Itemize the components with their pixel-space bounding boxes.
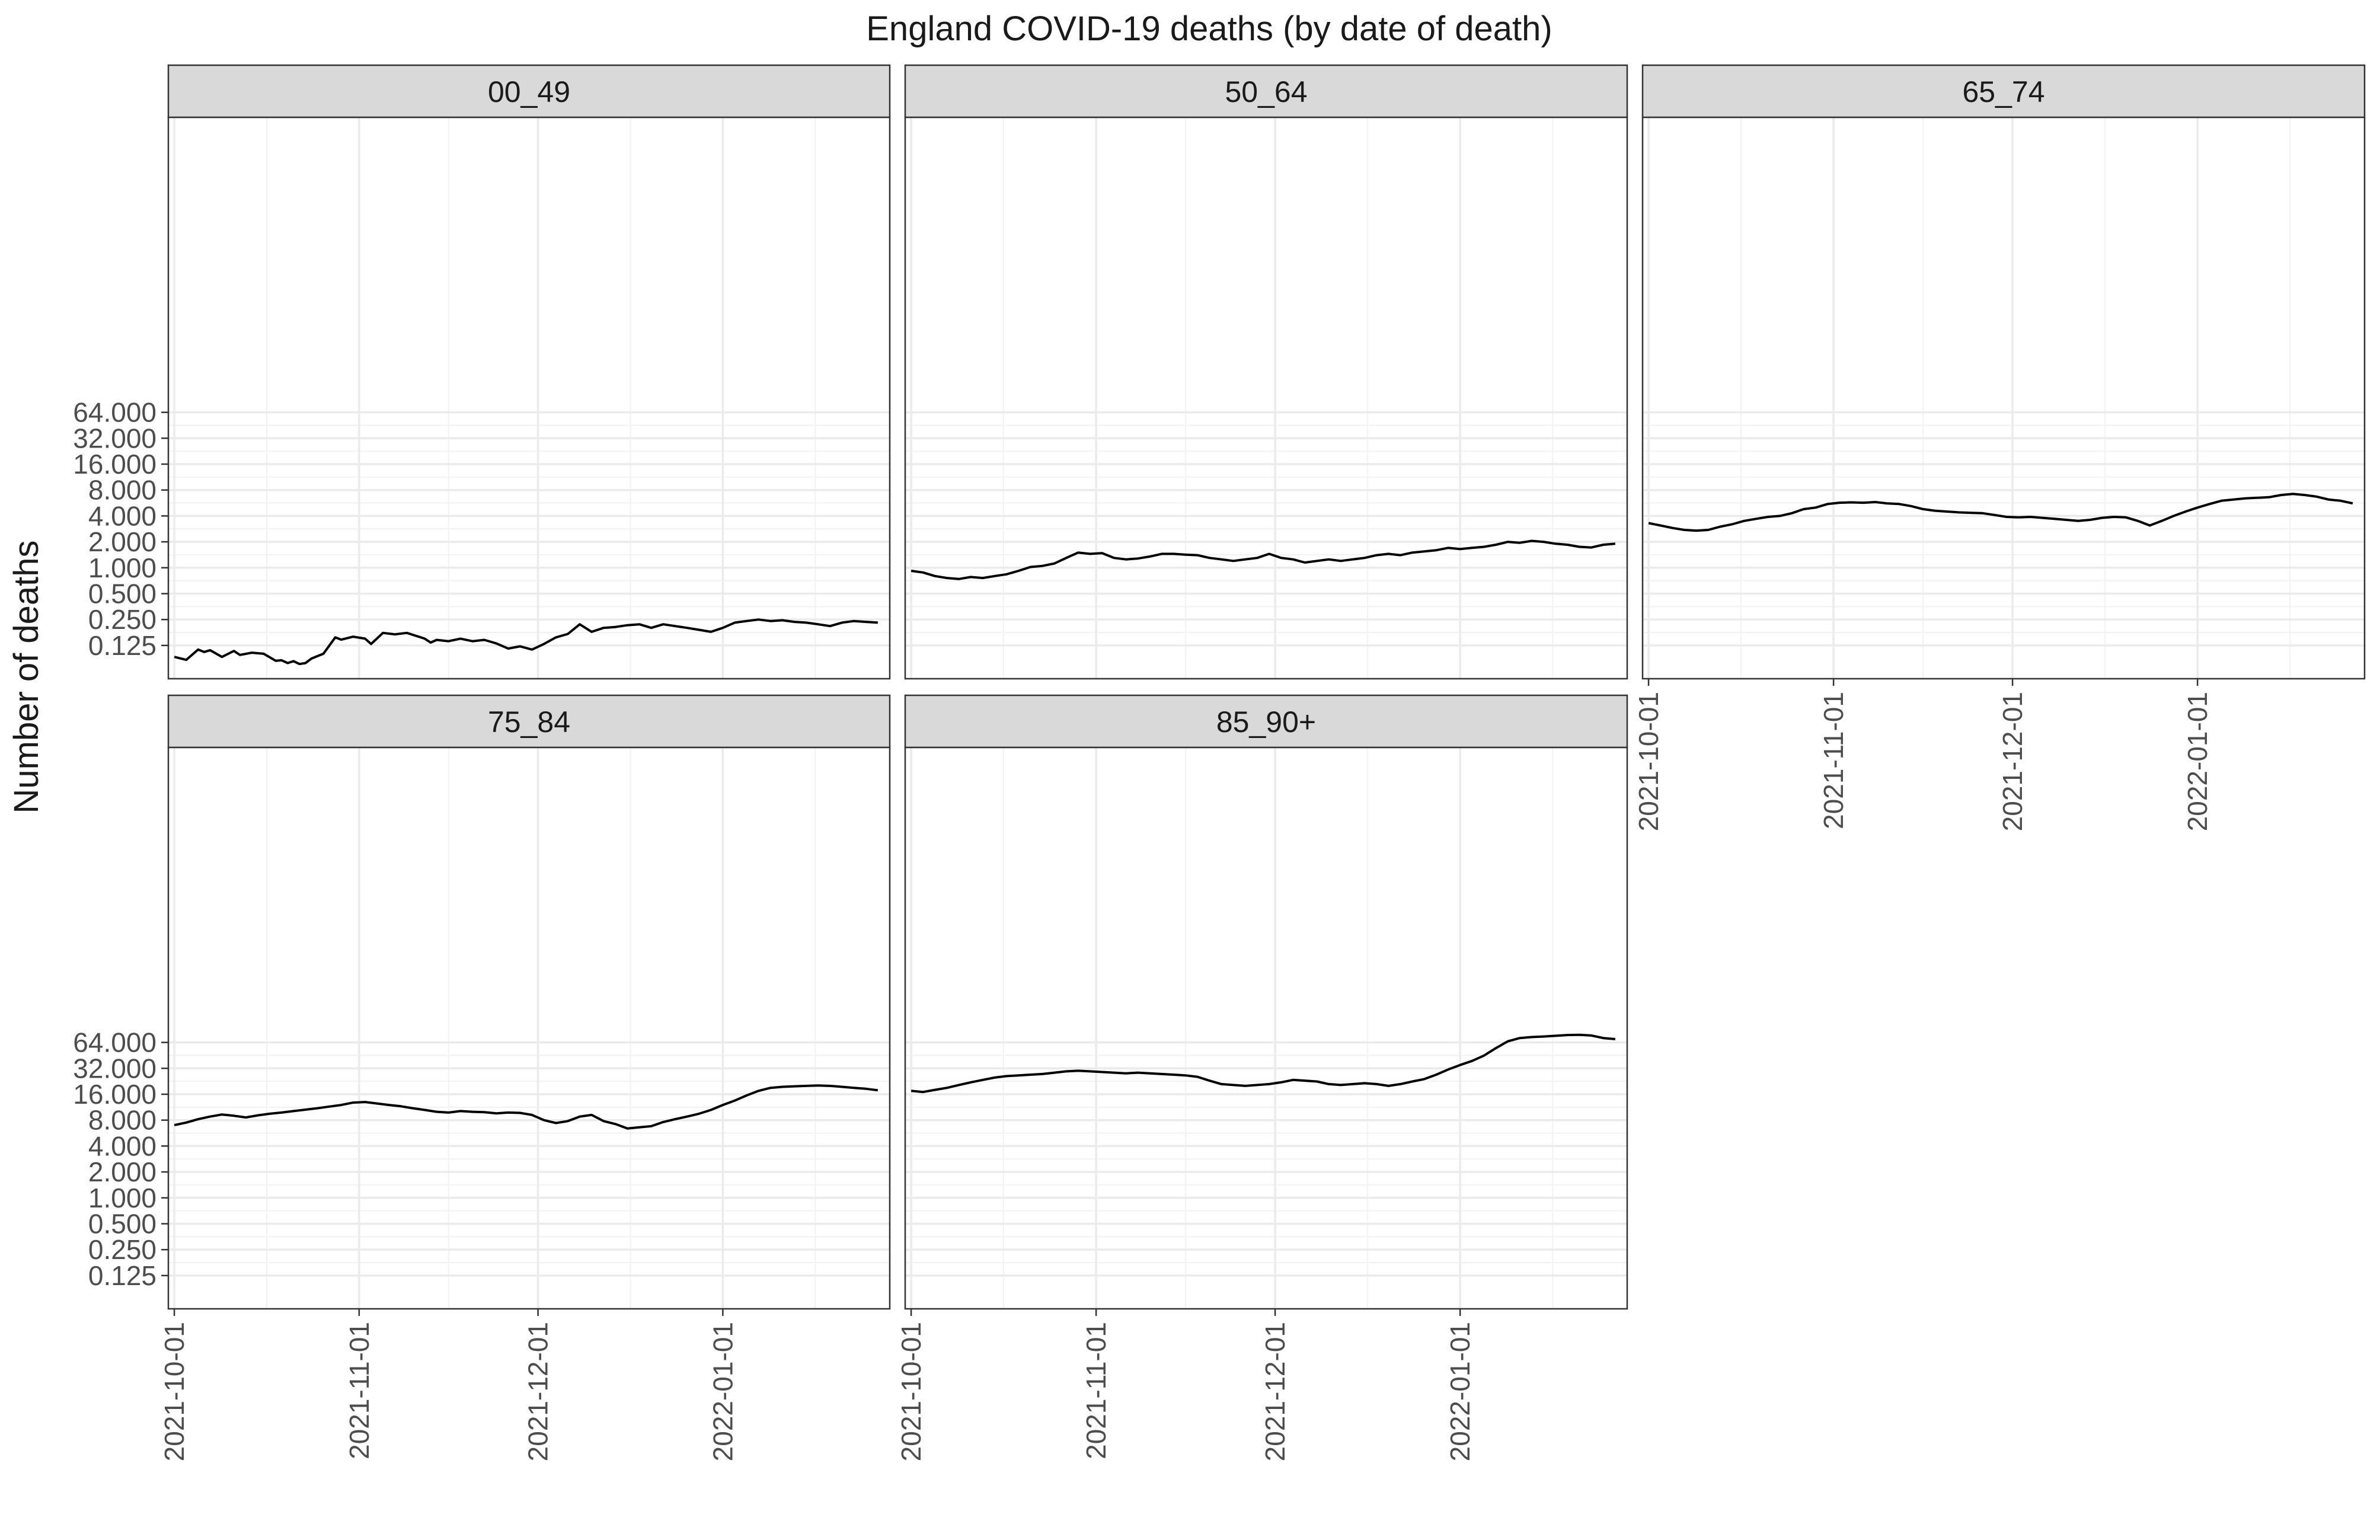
facet-panel: 85_90+ 2021-10-01 2021-11-01 2021-12-01 2022…	[896, 694, 1628, 1461]
y-tick-label: 32.000	[73, 1053, 156, 1084]
panel-border	[167, 116, 891, 680]
facet-strip-label: 50_64	[1225, 75, 1307, 108]
panel-background	[168, 117, 890, 679]
y-tick-label: 0.250	[88, 1234, 156, 1265]
x-tick-label: 2021-12-01	[523, 1322, 554, 1461]
y-tick-label: 0.500	[88, 1208, 156, 1239]
x-tick-label: 2021-12-01	[1997, 692, 2028, 831]
x-tick-label: 2021-11-01	[1081, 1322, 1111, 1459]
x-tick-label: 2021-11-01	[344, 1322, 375, 1459]
y-tick-label: 8.000	[88, 1105, 156, 1136]
series-line	[174, 1084, 878, 1130]
y-tick-label: 8.000	[88, 475, 156, 506]
facet-panel: 50_64	[904, 64, 1628, 680]
facet-strip	[1641, 64, 2366, 119]
y-tick-label: 16.000	[73, 1079, 156, 1110]
y-tick-label: 64.000	[73, 1027, 156, 1058]
y-tick-label: 16.000	[73, 449, 156, 480]
y-tick-label: 64.000	[73, 397, 156, 428]
facet-strip-label: 75_84	[488, 705, 570, 739]
y-tick-label: 0.500	[88, 578, 156, 609]
x-tick-label: 2022-01-01	[1445, 1322, 1475, 1461]
panel-background	[905, 117, 1627, 679]
facet-strip	[904, 694, 1628, 749]
panel-background	[168, 747, 890, 1309]
x-tick-label: 2021-10-01	[1633, 692, 1664, 831]
y-tick-label: 0.250	[88, 604, 156, 635]
panel-border	[167, 746, 891, 1310]
facet-strip-label: 65_74	[1962, 75, 2044, 108]
y-tick-label: 1.000	[88, 1183, 156, 1213]
x-tick-label: 2021-10-01	[159, 1322, 190, 1461]
panel-border	[904, 116, 1628, 680]
facet-panel: 00_49 0.1250.2500.5001.0002.0004.0008.000…	[73, 64, 891, 680]
x-tick-label: 2021-12-01	[1260, 1322, 1290, 1461]
y-tick-label: 2.000	[88, 1156, 156, 1187]
series-line	[174, 618, 878, 666]
facet-panel: 75_84 0.1250.2500.5001.0002.0004.0008.000…	[73, 694, 891, 1461]
y-tick-label: 0.125	[88, 1260, 156, 1291]
panel-background	[905, 747, 1627, 1309]
series-line	[911, 1033, 1616, 1094]
y-tick-label: 0.125	[88, 630, 156, 661]
x-tick-label: 2021-11-01	[1818, 692, 1849, 829]
facet-strip	[904, 64, 1628, 119]
panel-border	[1641, 116, 2366, 680]
y-tick-label: 4.000	[88, 1130, 156, 1161]
x-tick-label: 2022-01-01	[2182, 692, 2213, 831]
series-line	[911, 539, 1616, 580]
y-tick-label: 2.000	[88, 526, 156, 557]
facet-panel: 65_74 2021-10-01 2021-11-01 2021-12-01 2022-…	[1633, 64, 2366, 831]
facet-strip-label: 85_90+	[1216, 705, 1316, 739]
y-tick-label: 32.000	[73, 423, 156, 453]
series-line	[1648, 493, 2353, 532]
facet-panels: 00_490.1250.2500.5001.0002.0004.0008.000…	[73, 64, 2366, 1461]
panel-background	[1643, 117, 2365, 679]
facet-strip-label: 00_49	[488, 75, 570, 108]
y-axis-label: Number of deaths	[7, 540, 46, 813]
chart-title: England COVID-19 deaths (by date of deat…	[866, 9, 1552, 48]
y-tick-label: 1.000	[88, 552, 156, 583]
y-tick-label: 4.000	[88, 500, 156, 531]
facet-strip	[167, 64, 891, 119]
x-tick-label: 2021-10-01	[896, 1322, 927, 1461]
panel-border	[904, 746, 1628, 1310]
x-tick-label: 2022-01-01	[707, 1322, 738, 1461]
